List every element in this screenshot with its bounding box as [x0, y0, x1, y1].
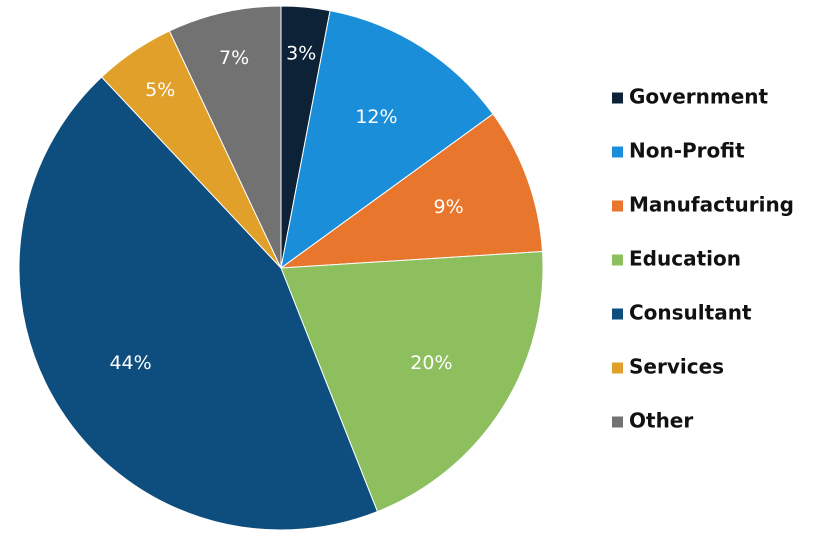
legend-item-services: Services [612, 355, 724, 379]
legend-swatch-services [612, 362, 623, 374]
legend-swatch-education [612, 254, 623, 266]
legend-label-services: Services [629, 355, 724, 379]
slice-label-government: 3% [286, 43, 316, 65]
pie-slice-other [168, 5, 282, 269]
legend-label-government: Government [629, 85, 769, 109]
legend-item-other: Other [612, 409, 693, 433]
legend-swatch-non-profit [612, 146, 623, 158]
legend-label-consultant: Consultant [629, 301, 752, 325]
legend-label-non-profit: Non-Profit [629, 139, 745, 163]
slice-label-manufacturing: 9% [434, 196, 464, 218]
legend-item-education: Education [612, 247, 741, 271]
slice-label-non-profit: 12% [355, 106, 397, 128]
legend-item-non-profit: Non-Profit [612, 139, 745, 163]
legend-swatch-other [612, 416, 623, 428]
legend-item-manufacturing: Manufacturing [612, 193, 794, 217]
legend-swatch-manufacturing [612, 200, 623, 212]
legend-item-government: Government [612, 85, 769, 109]
pie-slice-non-profit [280, 10, 494, 270]
pie-slice-education [280, 251, 544, 513]
slice-label-consultant: 44% [109, 352, 151, 374]
pie-slices [18, 5, 544, 531]
legend-swatch-government [612, 92, 623, 104]
pie-slice-consultant [18, 76, 379, 531]
slice-label-other: 7% [219, 47, 249, 69]
slice-label-services: 5% [145, 79, 175, 101]
legend: Government Non-Profit Manufacturing Educati… [612, 85, 794, 433]
legend-label-manufacturing: Manufacturing [629, 193, 794, 217]
pie-slice-labels: 3% 12% 9% 20% 44% 5% 7% [109, 43, 463, 374]
legend-item-consultant: Consultant [612, 301, 752, 325]
legend-label-education: Education [629, 247, 741, 271]
slice-label-education: 20% [410, 352, 452, 374]
legend-swatch-consultant [612, 308, 623, 320]
legend-label-other: Other [629, 409, 693, 433]
pie-slice-manufacturing [279, 113, 544, 269]
